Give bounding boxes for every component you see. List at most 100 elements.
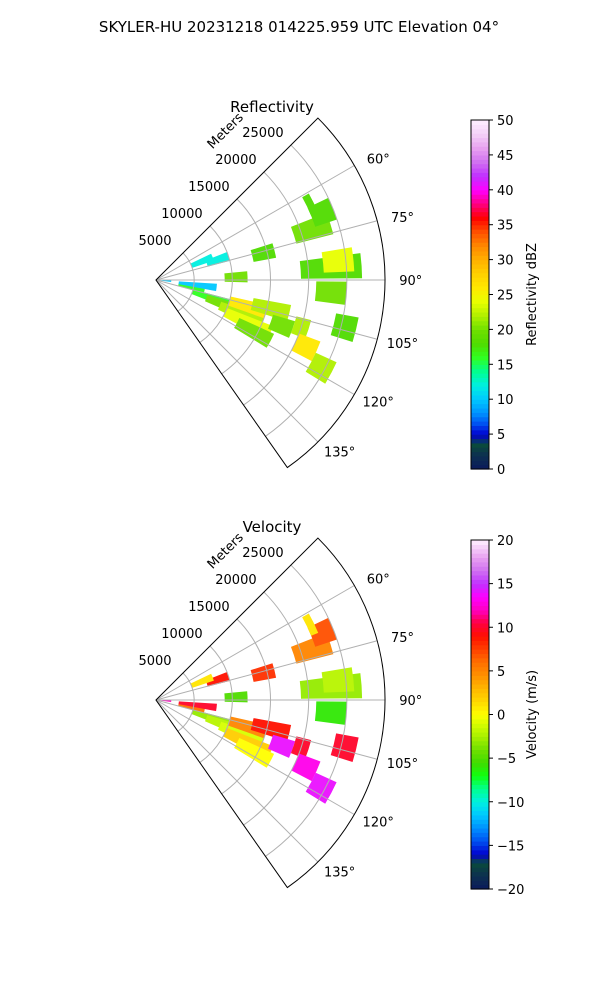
velocity-colorbar-band-52: [471, 657, 489, 663]
reflectivity-colorbar-band-79: [471, 120, 489, 125]
velocity-cell-21: [178, 701, 217, 712]
velocity-colorbar-band-50: [471, 666, 489, 672]
velocity-colorbar-band-31: [471, 749, 489, 755]
velocity-colorbar-band-13: [471, 827, 489, 833]
velocity-colorbar-band-11: [471, 836, 489, 842]
reflectivity-colorbar-band-52: [471, 237, 489, 243]
velocity-cell-0: [178, 703, 206, 714]
velocity-colorbar-band-4: [471, 867, 489, 873]
velocity-cell-19: [205, 672, 230, 687]
velocity-grid-arc-3: [243, 591, 310, 826]
velocity-colorbar-band-76: [471, 553, 489, 559]
reflectivity-colorbar-band-32: [471, 325, 489, 330]
velocity-cell-23: [224, 691, 248, 703]
velocity-colorbar-tick-4: 0: [497, 709, 505, 724]
reflectivity-colorbar-band-41: [471, 285, 489, 291]
reflectivity-colorbar-band-66: [471, 176, 489, 182]
reflectivity-colorbar-band-25: [471, 355, 489, 361]
reflectivity-grid-spoke-4: [155, 279, 355, 395]
velocity-grid-spoke-3: [155, 699, 378, 760]
reflectivity-grid: [155, 144, 385, 443]
reflectivity-colorbar-tick-2: 10: [497, 393, 514, 408]
reflectivity-colorbar-band-73: [471, 146, 489, 152]
velocity-colorbar-band-28: [471, 762, 489, 768]
velocity-grid-spoke-0: [155, 585, 355, 701]
velocity-cell-5: [234, 737, 275, 768]
velocity-colorbar-band-59: [471, 627, 489, 633]
velocity-colorbar-band-46: [471, 683, 489, 689]
velocity-colorbar-band-36: [471, 727, 489, 733]
velocity-cell-18: [250, 663, 277, 682]
velocity-cell-10: [291, 753, 321, 782]
reflectivity-cell-20: [190, 253, 214, 268]
reflectivity-colorbar-band-54: [471, 229, 489, 235]
reflectivity-cell-7: [250, 298, 292, 322]
velocity-colorbar-band-33: [471, 740, 489, 746]
velocity-colorbar-tick-0: −20: [497, 883, 524, 898]
figure-title: SKYLER-HU 20231218 014225.959 UTC Elevat…: [99, 18, 499, 36]
reflectivity-grid-arc-3: [243, 171, 310, 406]
velocity-radial-tick-4: 25000: [242, 546, 283, 561]
reflectivity-colorbar-band-67: [471, 172, 489, 178]
velocity-colorbar-band-23: [471, 784, 489, 790]
velocity-colorbar-band-17: [471, 810, 489, 816]
reflectivity-radial-tick-3: 20000: [215, 153, 256, 168]
reflectivity-colorbar-band-33: [471, 320, 489, 326]
velocity-azimuth-tick-2: 90°: [399, 694, 422, 709]
velocity-colorbar-band-54: [471, 649, 489, 655]
velocity-colorbar-tick-8: 20: [497, 534, 514, 549]
reflectivity-colorbar-band-36: [471, 307, 489, 313]
reflectivity-colorbar-band-23: [471, 364, 489, 370]
velocity-colorbar-band-70: [471, 579, 489, 585]
reflectivity-colorbar-band-49: [471, 250, 489, 256]
reflectivity-colorbar-band-44: [471, 272, 489, 278]
reflectivity-cell-14: [321, 247, 355, 273]
reflectivity-colorbar-band-39: [471, 294, 489, 300]
velocity-colorbar-band-10: [471, 841, 489, 846]
velocity-colorbar-band-63: [471, 609, 489, 615]
velocity-colorbar-band-45: [471, 688, 489, 694]
velocity-cell-14: [321, 667, 355, 693]
reflectivity-colorbar-band-46: [471, 263, 489, 269]
velocity-colorbar-band-57: [471, 635, 489, 641]
reflectivity-colorbar-band-45: [471, 268, 489, 274]
reflectivity-colorbar-tick-1: 5: [497, 428, 505, 443]
velocity-cell-15: [314, 701, 347, 725]
reflectivity-cell-18: [250, 243, 277, 262]
velocity-colorbar: −20 −15 −10 −5 0 5 10 15 20 Velocity (m/s): [470, 534, 540, 898]
reflectivity-colorbar-band-2: [471, 455, 489, 461]
velocity-cell-20: [190, 673, 214, 688]
velocity-colorbar-band-7: [471, 854, 489, 860]
reflectivity-colorbar-tick-8: 40: [497, 184, 514, 199]
reflectivity-title: Reflectivity: [230, 98, 314, 116]
reflectivity-colorbar-band-51: [471, 242, 489, 248]
velocity-grid-spoke-1: [155, 640, 378, 701]
reflectivity-cell-8: [268, 314, 296, 338]
reflectivity-colorbar-band-43: [471, 277, 489, 283]
velocity-colorbar-band-2: [471, 875, 489, 881]
velocity-colorbar-band-30: [471, 753, 489, 759]
reflectivity-colorbar-band-40: [471, 290, 489, 296]
reflectivity-colorbar-tick-7: 35: [497, 219, 514, 234]
reflectivity-colorbar-band-72: [471, 150, 489, 156]
reflectivity-panel: Reflectivity60°75°90°105°120°135°5000100…: [138, 98, 540, 478]
reflectivity-colorbar-band-77: [471, 128, 489, 134]
reflectivity-colorbar-band-59: [471, 207, 489, 213]
reflectivity-colorbar-band-78: [471, 124, 489, 130]
velocity-colorbar-band-39: [471, 714, 489, 720]
velocity-colorbar-tick-1: −15: [497, 839, 524, 854]
velocity-colorbar-band-25: [471, 775, 489, 781]
velocity-colorbar-tick-3: −5: [497, 752, 516, 767]
velocity-colorbar-band-27: [471, 766, 489, 772]
velocity-colorbar-band-74: [471, 561, 489, 567]
reflectivity-azimuth-tick-5: 135°: [324, 446, 355, 461]
velocity-colorbar-band-60: [471, 622, 489, 628]
velocity-colorbar-band-34: [471, 736, 489, 742]
velocity-colorbar-band-69: [471, 583, 489, 589]
reflectivity-colorbar-band-6: [471, 438, 489, 444]
reflectivity-sector-frame: [155, 117, 386, 469]
velocity-colorbar-band-51: [471, 662, 489, 668]
reflectivity-azimuth-tick-0: 60°: [367, 153, 390, 168]
velocity-colorbar-band-0: [471, 884, 489, 890]
